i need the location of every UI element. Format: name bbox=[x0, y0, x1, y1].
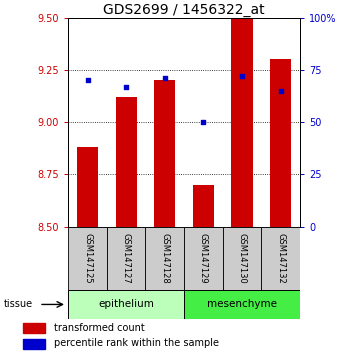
Bar bbox=[116, 97, 137, 227]
Bar bbox=[146, 227, 184, 290]
Text: GSM147132: GSM147132 bbox=[276, 233, 285, 284]
Text: GSM147128: GSM147128 bbox=[160, 233, 169, 284]
Text: GSM147125: GSM147125 bbox=[83, 233, 92, 284]
Bar bbox=[223, 227, 262, 290]
Point bbox=[239, 73, 245, 79]
Bar bbox=[184, 290, 300, 319]
Point bbox=[162, 75, 167, 81]
Bar bbox=[68, 227, 107, 290]
Bar bbox=[23, 324, 45, 333]
Point bbox=[123, 84, 129, 90]
Text: GSM147130: GSM147130 bbox=[238, 233, 247, 284]
Point bbox=[278, 88, 283, 93]
Bar bbox=[68, 290, 184, 319]
Text: transformed count: transformed count bbox=[54, 322, 145, 332]
Text: percentile rank within the sample: percentile rank within the sample bbox=[54, 338, 219, 348]
Bar bbox=[154, 80, 176, 227]
Text: tissue: tissue bbox=[3, 299, 32, 309]
Bar bbox=[107, 227, 146, 290]
Point bbox=[201, 119, 206, 125]
Title: GDS2699 / 1456322_at: GDS2699 / 1456322_at bbox=[103, 3, 265, 17]
Bar bbox=[232, 18, 253, 227]
Bar bbox=[262, 227, 300, 290]
Text: mesenchyme: mesenchyme bbox=[207, 299, 277, 309]
Bar bbox=[23, 339, 45, 349]
Text: epithelium: epithelium bbox=[98, 299, 154, 309]
Text: GSM147129: GSM147129 bbox=[199, 233, 208, 284]
Bar bbox=[184, 227, 223, 290]
Bar bbox=[193, 185, 214, 227]
Point bbox=[85, 78, 90, 83]
Bar bbox=[77, 147, 98, 227]
Text: GSM147127: GSM147127 bbox=[122, 233, 131, 284]
Bar bbox=[270, 59, 291, 227]
